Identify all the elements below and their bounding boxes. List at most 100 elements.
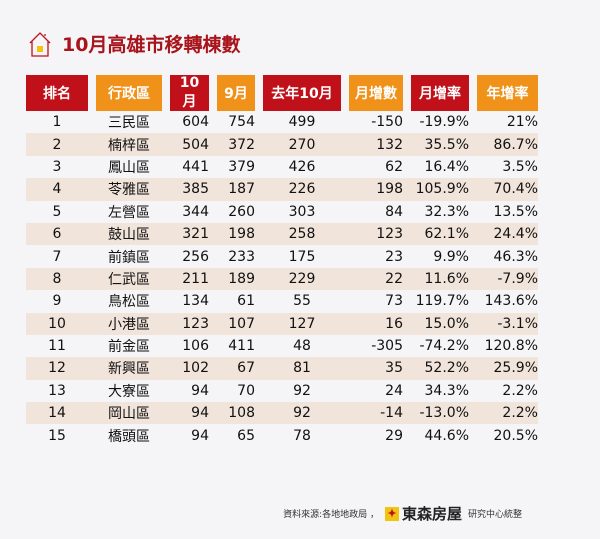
table-cell: 12 [26,357,88,380]
table-cell: 504 [170,133,209,156]
table-cell: 256 [182,248,209,265]
table-cell: -7.9% [477,267,538,291]
house-icon [29,31,51,57]
table-cell: 52.2% [411,357,469,380]
table-cell: 2.2% [477,402,538,425]
table-cell: 127 [263,312,341,335]
table-cell: 楠梓區 [96,133,162,156]
table-cell: 2.2% [502,382,538,399]
table-cell: 94 [191,382,209,399]
table-cell: 233 [228,248,255,265]
table-cell: -19.9% [419,114,469,131]
logo-mark-icon: ✦ [384,506,399,521]
table-cell: 苓雅區 [96,178,162,201]
table-cell: 102 [170,357,209,380]
table-cell: 55 [293,293,311,310]
table-cell: 13.5% [493,203,538,220]
table-row: 8 仁武區 211 189 229 22 11.6% -7.9% [26,267,538,291]
table-cell: 411 [228,338,255,355]
table-row: 10 小港區 123 107 127 16 15.0% -3.1% [26,312,538,335]
brand-logo: ✦ 東森房屋 [384,503,462,524]
table-cell: 106 [182,338,209,355]
table-row: 11 前金區 106 411 48 -305 -74.2% 120.8% [26,335,538,357]
table-cell: 5 [52,203,62,220]
col-header: 排名 [26,75,88,111]
table-cell: 78 [293,427,311,444]
table-row: 9 鳥松區 134 61 55 73 119.7% 143.6% [26,290,538,312]
table-cell: 189 [217,267,255,291]
table-cell: 62.1% [411,222,469,246]
table-cell: 119.7% [415,293,469,310]
table-cell: 70 [237,382,255,399]
col-header: 9月 [217,75,255,111]
table-cell: 132 [349,133,403,156]
table-cell: 94 [170,402,209,425]
table-cell: 34.3% [424,382,469,399]
table-cell: 24.4% [477,222,538,246]
table-cell: 9 [52,293,62,310]
table-cell: 仁武區 [96,267,162,291]
table-cell: 73 [385,293,403,310]
table-cell: 11 [48,338,66,355]
table-row: 2 楠梓區 504 372 270 132 35.5% 86.7% [26,133,538,156]
table-row: 12 新興區 102 67 81 35 52.2% 25.9% [26,357,538,380]
table-cell: 134 [182,293,209,310]
table-cell: 344 [182,203,209,220]
table-cell: 754 [228,114,255,131]
table-cell: 1 [52,114,62,131]
table-cell: 前鎮區 [108,249,150,266]
table-row: 13 大寮區 94 70 92 24 34.3% 2.2% [26,380,538,402]
table-cell: 61 [237,293,255,310]
table-cell: 187 [217,178,255,201]
table-cell: 229 [263,267,341,291]
col-header: 去年10月 [263,75,341,111]
table-cell: 3 [52,158,62,175]
table-row: 7 前鎮區 256 233 175 23 9.9% 46.3% [26,245,538,267]
table-row: 14 岡山區 94 108 92 -14 -13.0% 2.2% [26,402,538,425]
table-cell: 4 [26,178,88,201]
table-cell: 13 [48,382,66,399]
col-header: 年增率 [477,75,538,111]
table-cell: 48 [293,338,311,355]
table-cell: 123 [349,222,403,246]
table-cell: 65 [237,427,255,444]
table-cell: 11.6% [411,267,469,291]
table-cell: 三民區 [108,115,150,132]
table-cell: 15 [48,427,66,444]
brand-name: 東森房屋 [401,505,462,523]
table-cell: 175 [288,248,316,265]
table-cell: 94 [191,427,209,444]
table-cell: 143.6% [484,293,538,310]
table-cell: 25.9% [477,357,538,380]
table-cell: 123 [170,312,209,335]
table-cell: 3.5% [502,158,538,175]
table-cell: 372 [217,133,255,156]
table-cell: 84 [385,203,403,220]
table-cell: -13.0% [411,402,469,425]
table-row: 15 橋頭區 94 65 78 29 44.6% 20.5% [26,424,538,446]
table-cell: 20.5% [493,427,538,444]
table-cell: 鳳山區 [108,159,150,176]
table-cell: 岡山區 [96,402,162,425]
transfer-table: 排名 行政區 10月 9月 去年10月 月增數 月增率 年增率 1 三民區 604 7… [18,75,546,447]
table-cell: 橋頭區 [108,428,150,445]
table-cell: 24 [385,382,403,399]
source-footer: 資料來源:各地地政局 ， ✦ 東森房屋 研究中心統整 [283,503,522,524]
table-cell: 105.9% [411,178,469,201]
table-cell: 198 [349,178,403,201]
table-row: 1 三民區 604 754 499 -150 -19.9% 21% [26,111,538,133]
table-cell: 16 [349,312,403,335]
table-cell: 21% [506,114,538,131]
col-header: 月增率 [411,75,469,111]
col-header: 10月 [170,75,209,111]
table-cell: 新興區 [96,357,162,380]
page-title: 10月高雄市移轉棟數 [62,34,241,56]
table-cell: 6 [26,222,88,246]
table-cell: 499 [288,114,316,131]
table-cell: 604 [182,114,209,131]
table-cell: -3.1% [477,312,538,335]
table-cell: 10 [26,312,88,335]
col-header: 月增數 [349,75,403,111]
table-cell: 379 [228,158,255,175]
table-cell: 9.9% [433,248,469,265]
